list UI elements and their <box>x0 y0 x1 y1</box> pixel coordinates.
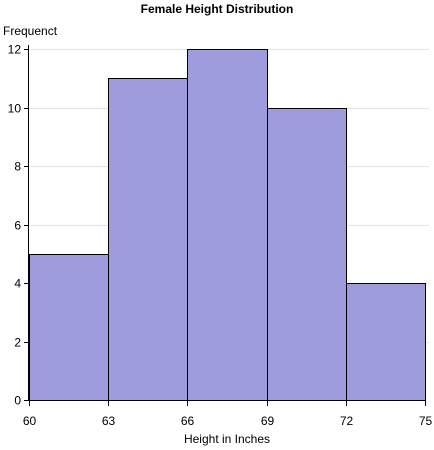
histogram-bar <box>267 108 347 401</box>
y-tick-label: 10 <box>8 102 22 116</box>
x-tick-label: 60 <box>23 414 37 428</box>
x-tick-label: 66 <box>181 414 195 428</box>
histogram-bar <box>29 254 109 401</box>
y-tick-label: 0 <box>14 394 21 408</box>
axes: 0 2 4 6 8 10 12 60 63 66 69 72 75 <box>8 43 433 429</box>
histogram-bar <box>346 283 426 401</box>
histogram-bar <box>187 49 268 401</box>
y-tick-label: 12 <box>8 43 22 57</box>
y-axis-label: Frequenct <box>3 24 58 38</box>
x-tick-label: 72 <box>340 414 354 428</box>
chart-title: Female Height Distribution <box>141 2 294 16</box>
y-tick-label: 6 <box>14 219 21 233</box>
y-tick-label: 8 <box>14 160 21 174</box>
x-tick-label: 63 <box>102 414 116 428</box>
y-tick-label: 2 <box>14 336 21 350</box>
x-axis-label: Height in Inches <box>184 432 270 446</box>
x-tick-label: 75 <box>419 414 433 428</box>
histogram-bar <box>108 78 188 401</box>
bars <box>29 49 426 401</box>
x-tick-label: 69 <box>261 414 275 428</box>
y-tick-label: 4 <box>14 277 21 291</box>
